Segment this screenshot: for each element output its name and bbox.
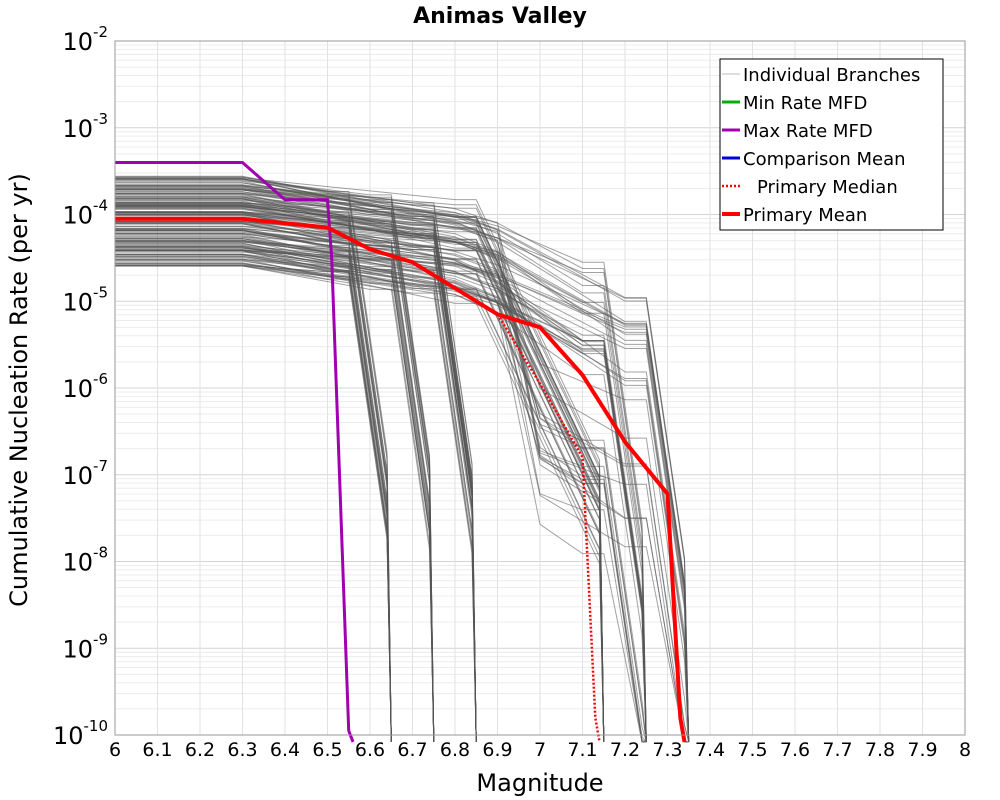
x-tick-label: 7.4 — [695, 739, 725, 761]
x-tick-label: 8 — [959, 739, 971, 761]
x-tick-label: 7.5 — [737, 739, 767, 761]
x-tick-label: 6.6 — [355, 739, 385, 761]
branch-line — [115, 198, 477, 742]
branch-line — [115, 198, 477, 742]
branch-line — [115, 262, 392, 742]
y-tick-label: 10-9 — [62, 630, 108, 663]
branch-line — [115, 194, 690, 742]
branch-line — [115, 233, 647, 743]
series-layer — [115, 161, 687, 743]
x-tick-label: 7.1 — [567, 739, 597, 761]
max-rate-mfd-line — [115, 161, 355, 743]
y-tick-label: 10-2 — [62, 23, 108, 56]
y-tick-label: 10-5 — [62, 283, 108, 316]
branch-line — [115, 264, 392, 742]
legend-label: Primary Median — [757, 177, 898, 198]
branch-line — [115, 196, 690, 742]
x-tick-label: 6.3 — [227, 739, 257, 761]
x-tick-label: 6.9 — [482, 739, 512, 761]
branch-line — [115, 259, 435, 742]
branch-line — [115, 197, 477, 742]
branch-line — [115, 226, 477, 742]
branch-line — [115, 191, 435, 742]
x-tick-label: 6.2 — [185, 739, 215, 761]
legend-label: Max Rate MFD — [743, 121, 873, 142]
x-tick-labels: 6 6.1 6.2 6.3 6.4 6.5 6.6 6.7 6.8 6.9 7 7.1 7.2 7.3 7.… — [109, 739, 971, 761]
branch-line — [115, 213, 647, 742]
x-tick-label: 6 — [109, 739, 121, 761]
chart-title: Animas Valley — [413, 4, 587, 29]
branch-line — [115, 249, 435, 742]
y-tick-label: 10-3 — [62, 110, 108, 143]
branch-line — [115, 211, 605, 742]
branch-line — [115, 189, 605, 742]
branch-line — [115, 232, 477, 742]
legend-label: Comparison Mean — [743, 149, 906, 170]
legend-label: Individual Branches — [743, 65, 920, 86]
x-tick-label: 7.6 — [780, 739, 810, 761]
branch-line — [115, 196, 690, 742]
x-tick-label: 6.7 — [397, 739, 427, 761]
y-tick-label: 10-8 — [62, 544, 108, 577]
y-tick-label: 10-6 — [62, 370, 108, 403]
y-tick-labels: 10-2 10-3 10-4 10-5 10-6 10-7 10-8 10-9 10-10 — [53, 23, 108, 750]
x-tick-label: 7 — [534, 739, 546, 761]
legend: Individual Branches Min Rate MFD Max Rate … — [719, 58, 944, 231]
branch-line — [115, 262, 477, 742]
x-tick-label: 6.1 — [142, 739, 172, 761]
branch-line — [115, 223, 435, 742]
x-tick-label: 6.8 — [440, 739, 470, 761]
branch-line — [115, 230, 689, 743]
branch-line — [115, 182, 605, 742]
branch-line — [115, 188, 435, 742]
legend-label: Primary Mean — [743, 205, 867, 226]
x-tick-label: 7.8 — [865, 739, 895, 761]
legend-box — [719, 58, 944, 231]
x-tick-label: 6.4 — [270, 739, 300, 761]
y-tick-label: 10-7 — [62, 457, 108, 490]
x-tick-label: 7.7 — [822, 739, 852, 761]
legend-label: Min Rate MFD — [743, 93, 867, 114]
branch-line — [115, 178, 647, 743]
x-tick-label: 6.5 — [312, 739, 342, 761]
x-tick-label: 7.9 — [907, 739, 937, 761]
x-tick-label: 7.2 — [610, 739, 640, 761]
x-axis-label: Magnitude — [476, 769, 603, 797]
branch-line — [115, 205, 392, 742]
plot-frame — [114, 40, 966, 736]
branch-line — [115, 256, 689, 743]
y-tick-label: 10-10 — [53, 717, 108, 750]
branch-line — [115, 242, 689, 743]
y-tick-label: 10-4 — [62, 197, 108, 230]
x-tick-label: 7.3 — [652, 739, 682, 761]
branch-line — [115, 206, 477, 742]
y-axis-label: Cumulative Nucleation Rate (per yr) — [5, 173, 33, 607]
branch-line — [115, 249, 690, 742]
